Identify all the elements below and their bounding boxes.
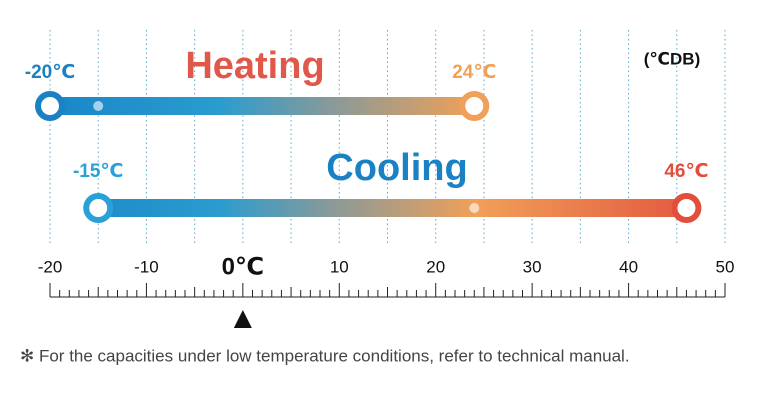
x-tick-label: 20 [426, 257, 445, 276]
x-tick-label: 50 [716, 257, 735, 276]
range-end [35, 91, 65, 121]
x-tick-label: 0℃ [222, 253, 264, 280]
footnote: ✻ For the capacities under low temperatu… [20, 346, 630, 365]
x-tick-label: 40 [619, 257, 638, 276]
x-tick-label: -10 [134, 257, 159, 276]
range-end [459, 91, 490, 121]
zero-marker [233, 310, 252, 328]
legend-title: Heating [185, 45, 324, 87]
value-label: 24℃ [452, 62, 496, 83]
x-tick-label: -20 [38, 257, 63, 276]
x-tick-label: 10 [330, 257, 349, 276]
unit-label: (℃DB) [644, 49, 700, 68]
reference-dot [469, 203, 480, 213]
value-label: -20℃ [25, 62, 75, 83]
value-label: 46℃ [664, 161, 708, 182]
range-end [83, 193, 114, 223]
legend-title: Cooling [326, 147, 467, 189]
range-end [671, 193, 702, 223]
x-tick-label: 30 [523, 257, 542, 276]
reference-dot [93, 101, 104, 111]
value-label: -15℃ [73, 161, 123, 182]
